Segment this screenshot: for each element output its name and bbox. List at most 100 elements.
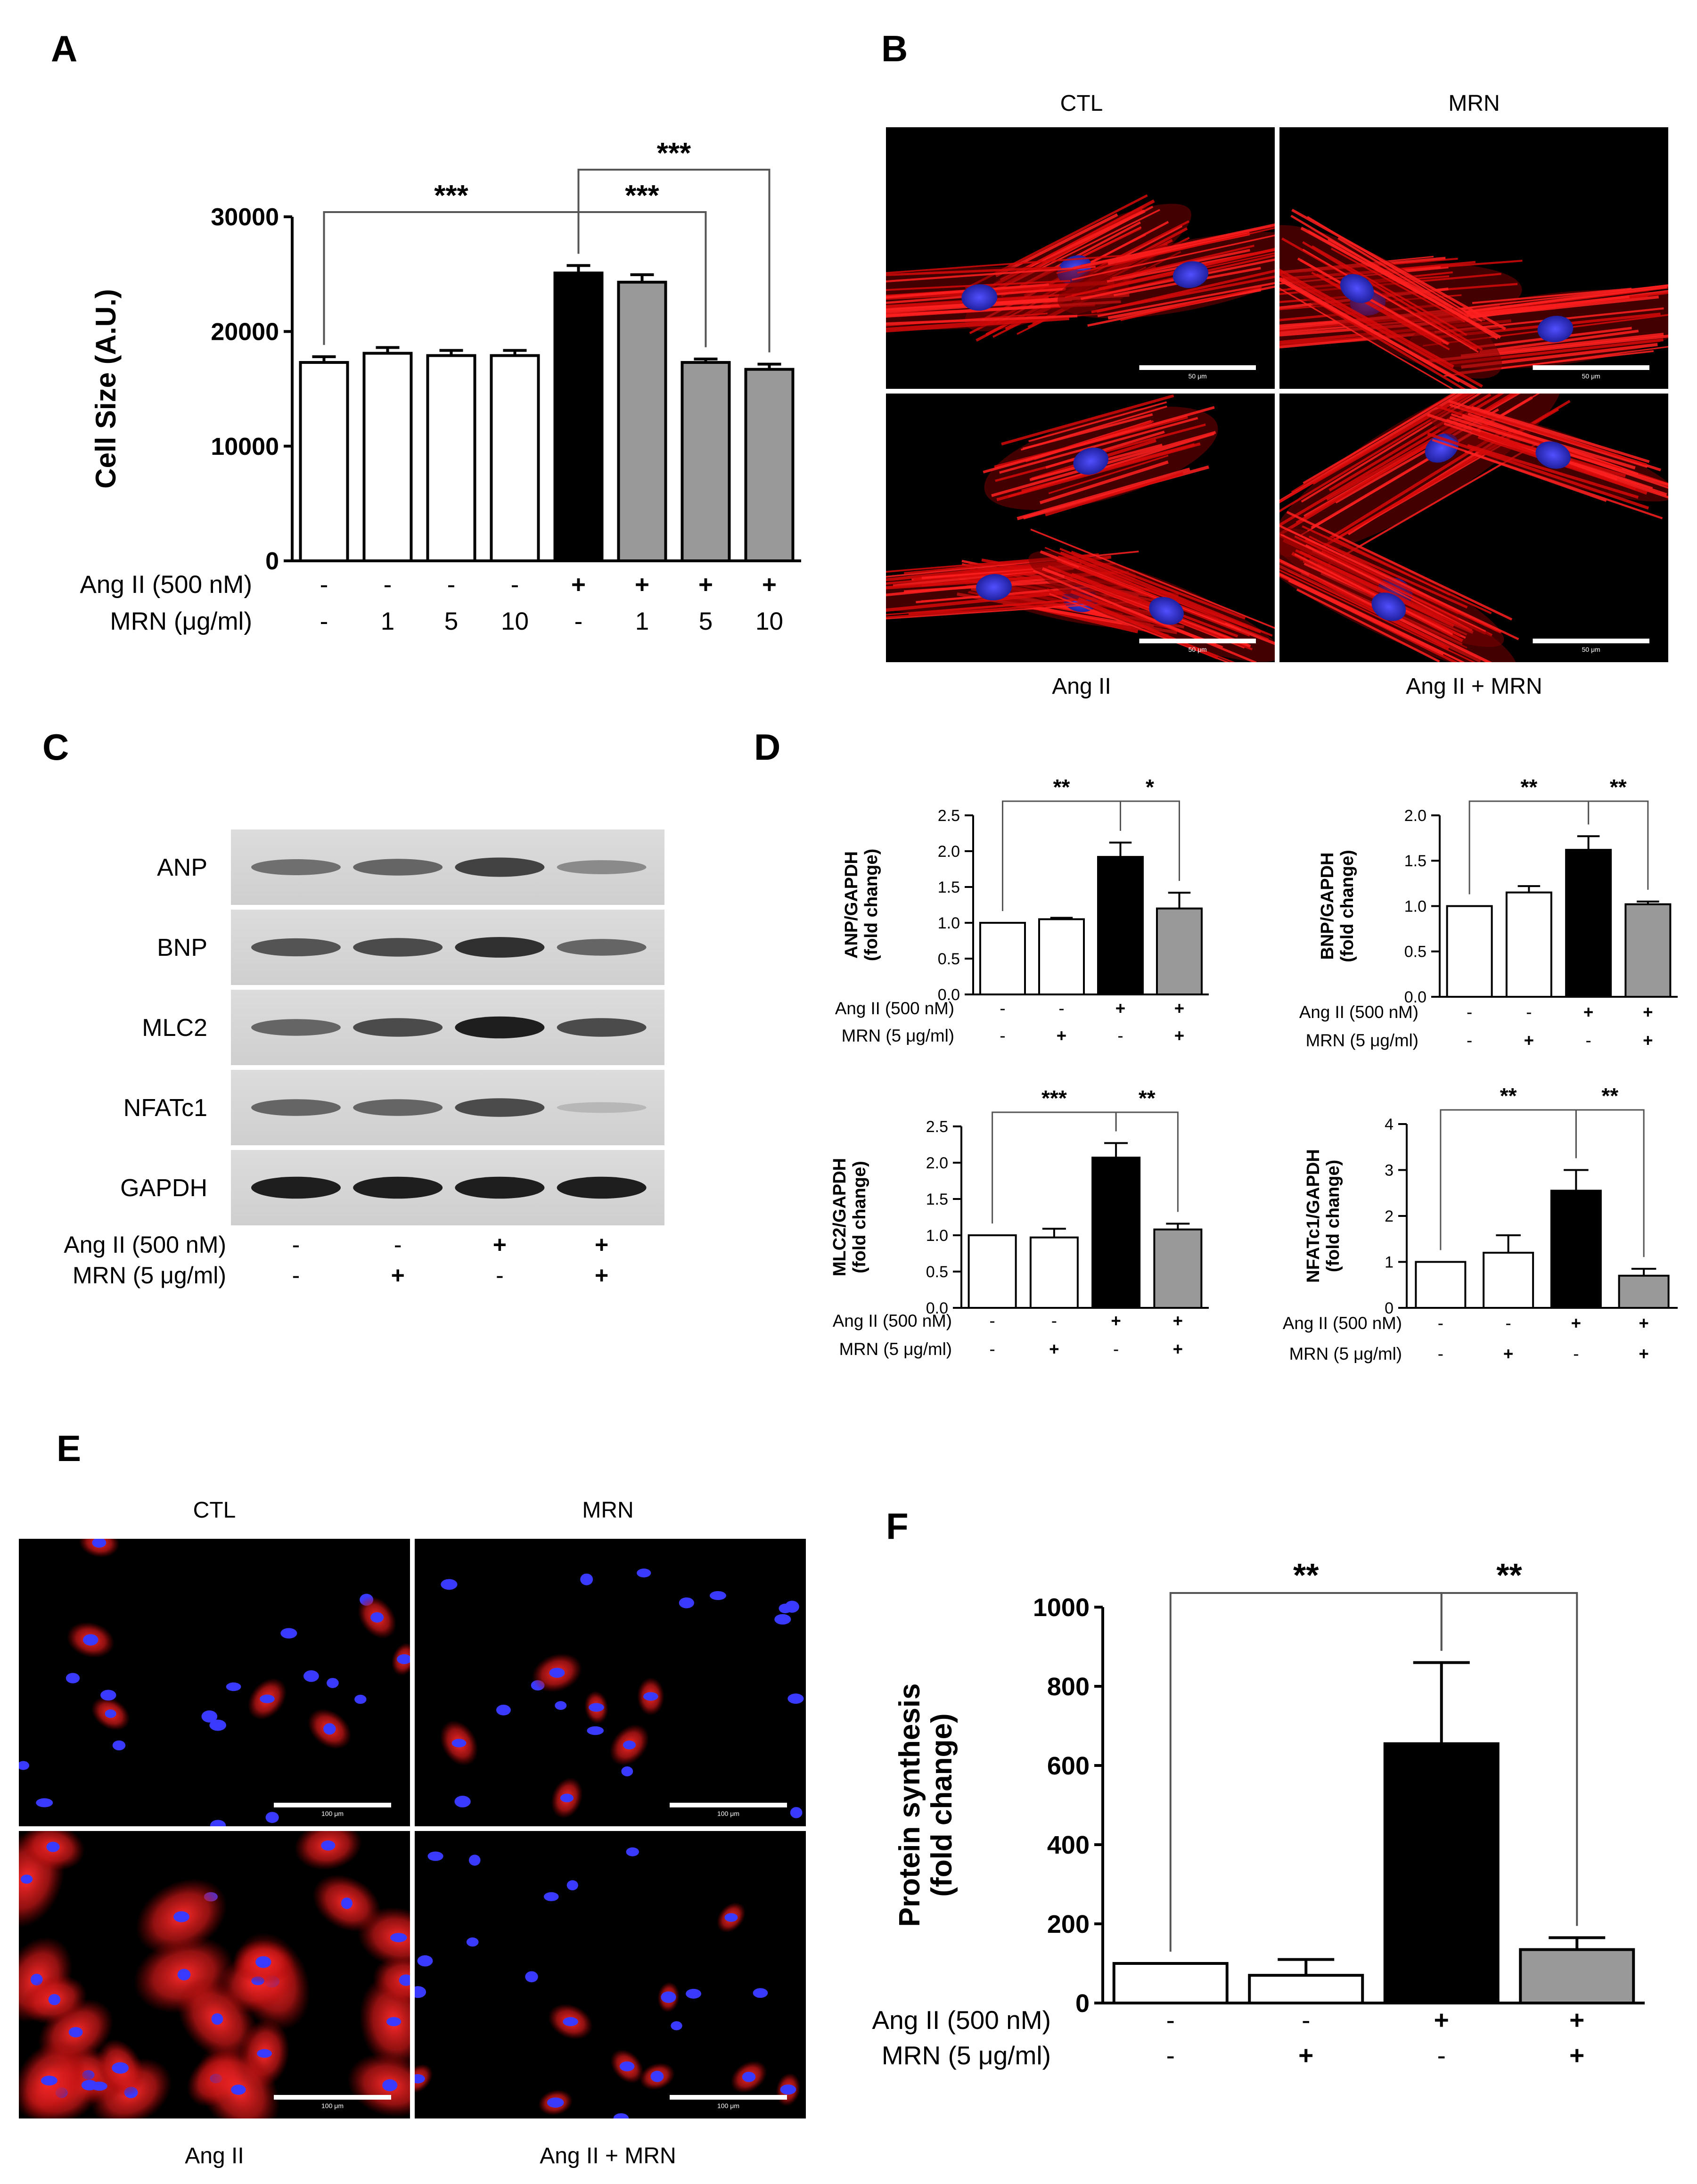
y-tick-label: 0.0 (938, 986, 960, 1004)
treatment-sign: + (1057, 1026, 1066, 1045)
actin-fiber (1077, 222, 1275, 274)
nucleus (661, 1991, 676, 2003)
bar (1029, 1236, 1079, 1309)
actin-fiber (1078, 566, 1226, 624)
actin-fiber (1303, 394, 1487, 484)
actin-fiber (1107, 288, 1261, 320)
nucleus (790, 1807, 803, 1818)
actin-fiber (1073, 221, 1275, 270)
nucleus (427, 1851, 443, 1861)
chart-d4: 0 1 2 3 4 NFATc1/GAPDH(fold change) Ang II (50… (1283, 1084, 1678, 1363)
y-axis-label-line: Protein synthesis (894, 1683, 926, 1927)
scale-bar (274, 1803, 391, 1807)
nucleus (753, 1988, 768, 1998)
actin-fiber (1020, 405, 1167, 451)
y-axis-label-line: MLC2/GAPDH (830, 1158, 850, 1276)
nucleus (787, 1693, 804, 1704)
nucleus (386, 2017, 402, 2027)
blot-band (353, 1176, 443, 1199)
nucleus (1535, 441, 1571, 469)
treatment-sign: 5 (444, 608, 459, 635)
panel-e-title-mrn: MRN (582, 1498, 633, 1523)
y-axis-label-line: (fold change) (926, 1713, 958, 1897)
nucleus (650, 2070, 664, 2082)
y-tick-label: 600 (1047, 1752, 1090, 1780)
scale-bar-label: 100 μm (321, 2102, 344, 2110)
bar (1618, 1274, 1670, 1309)
nucleus (105, 1709, 116, 1718)
y-tick-label: 1 (1385, 1253, 1394, 1271)
actin-fiber (886, 314, 1078, 327)
nucleus (209, 1719, 227, 1731)
actin-fiber (1291, 208, 1506, 330)
y-tick-label: 0.5 (926, 1263, 948, 1281)
actin-fiber (1302, 525, 1492, 615)
treatment-sign: 10 (755, 608, 783, 635)
significance-bracket (1120, 800, 1180, 881)
treatment-sign: - (990, 1339, 995, 1359)
y-axis-label: BNP/GAPDH(fold change) (1318, 850, 1357, 962)
panel-b-title-mrn: MRN (1448, 91, 1500, 116)
actin-fiber (886, 287, 1066, 307)
treatment-sign: - (320, 608, 328, 635)
actin-fiber (908, 596, 1102, 616)
treatment-sign: - (1113, 1339, 1119, 1359)
nucleus (671, 2021, 682, 2030)
actin-fiber (1297, 257, 1449, 345)
bar (617, 280, 667, 562)
y-tick-label: 200 (1047, 1910, 1090, 1938)
y-tick-label: 20000 (211, 319, 279, 346)
treatment-sign: + (1571, 1314, 1581, 1333)
actin-fiber (1279, 394, 1533, 527)
nucleus (976, 574, 1012, 601)
nucleus (709, 1591, 726, 1601)
nucleus (566, 1880, 578, 1890)
actin-fiber (1057, 559, 1250, 637)
scale-bar (274, 2095, 391, 2100)
y-tick-label: 400 (1047, 1831, 1090, 1859)
treatment-sign: 1 (635, 608, 649, 635)
nucleus (255, 1956, 271, 1968)
y-tick-label: 0.0 (1404, 988, 1426, 1006)
actin-fiber (1286, 511, 1513, 621)
y-tick-label: 0.5 (1404, 943, 1426, 961)
y-tick-label: 2.5 (938, 807, 960, 825)
treatment-sign: + (1174, 999, 1184, 1018)
nucleus (589, 1703, 604, 1712)
actin-fiber (1459, 406, 1647, 466)
treatment-sign: - (447, 571, 456, 599)
micrograph-content (19, 1831, 410, 2118)
treatment-sign: + (595, 1232, 608, 1258)
actin-fiber (1321, 550, 1459, 620)
blot-band (557, 860, 647, 874)
nucleus (92, 1539, 107, 1548)
nucleus (327, 1678, 339, 1688)
nucleus (265, 1812, 279, 1823)
y-tick-label: 1.5 (938, 879, 960, 896)
bar (680, 361, 731, 562)
e-mrn: 100 μm (415, 1539, 806, 1826)
significance-stars: ** (1139, 1086, 1156, 1110)
bar (362, 352, 413, 562)
blot-band (455, 857, 545, 877)
b-ctl: 50 μm (886, 127, 1275, 389)
actin-fiber (1300, 394, 1548, 536)
actin-fiber (1294, 553, 1453, 635)
treatment-label: MRN (5 μg/ml) (1306, 1031, 1418, 1050)
panel-e-title-ctl: CTL (193, 1498, 236, 1523)
nucleus (303, 1670, 319, 1682)
y-axis-label-line: Cell Size (A.U.) (90, 289, 122, 488)
bar (426, 354, 476, 563)
treatment-sign: + (493, 1232, 507, 1258)
actin-fiber (1427, 432, 1649, 510)
treatment-sign: + (571, 571, 586, 599)
nucleus (390, 1933, 407, 1943)
actin-fiber (1472, 287, 1632, 304)
treatment-sign: + (1583, 1002, 1593, 1022)
actin-fiber (1001, 394, 1174, 446)
actin-fiber (1082, 590, 1223, 648)
bar (490, 354, 540, 563)
actin-fiber (1302, 241, 1483, 351)
blot-band (455, 1016, 545, 1039)
nucleus (20, 1874, 33, 1884)
